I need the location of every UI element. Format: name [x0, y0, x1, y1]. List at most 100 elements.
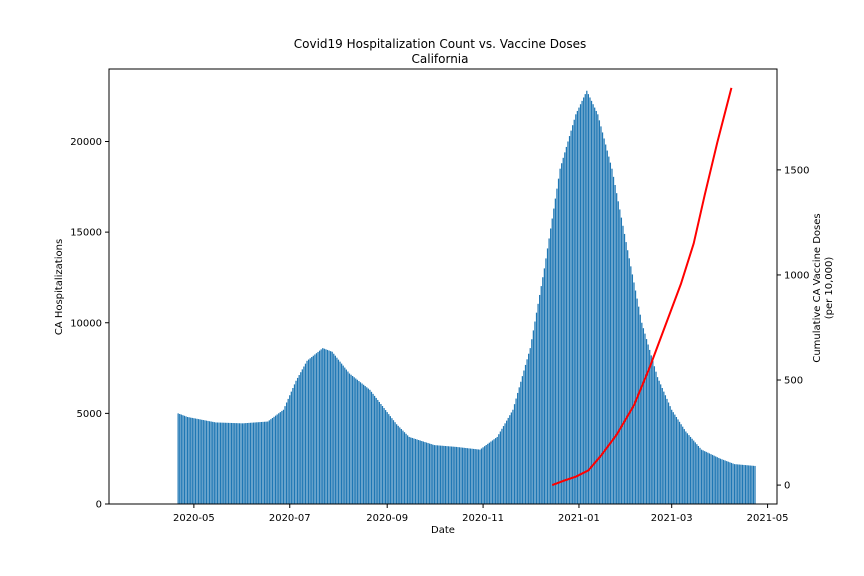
hospitalization-bar: [600, 126, 602, 505]
hospitalization-bar: [711, 454, 714, 504]
hospitalization-bar: [506, 420, 508, 505]
hospitalization-bar: [380, 403, 382, 504]
hospitalization-bar: [520, 381, 522, 504]
hospitalization-bar: [658, 380, 660, 504]
hospitalization-bar: [630, 266, 632, 504]
hospitalization-bar: [606, 150, 608, 504]
hospitalization-bar: [510, 412, 512, 504]
hospitalization-bar: [296, 377, 299, 504]
hospitalization-bar: [216, 422, 219, 504]
x-tick-label: 2021-01: [558, 513, 600, 524]
hospitalization-bar: [241, 423, 244, 504]
vaccine-line: [551, 87, 733, 487]
hospitalization-bar: [328, 350, 330, 504]
hospitalization-bar: [474, 449, 476, 504]
y2-axis-label-line1: Cumulative CA Vaccine Doses: [812, 213, 823, 362]
hospitalization-bar: [718, 457, 720, 504]
hospitalization-bar: [694, 442, 696, 505]
hospitalization-bar: [700, 449, 703, 505]
hospitalization-bar: [400, 429, 402, 504]
hospitalization-bar: [735, 464, 737, 504]
hospitalization-bar: [642, 328, 645, 504]
hospitalization-bar: [191, 417, 193, 504]
hospitalization-bar: [509, 415, 511, 504]
hospitalization-bar: [411, 437, 413, 504]
hospitalization-bar: [540, 286, 542, 504]
hospitalization-bar: [581, 100, 583, 504]
hospitalization-bar: [298, 375, 300, 504]
hospitalization-bar: [729, 462, 731, 504]
x-tick-label: 2020-07: [269, 513, 311, 524]
hospitalization-bar: [251, 422, 253, 504]
hospitalization-bar: [372, 393, 374, 504]
hospitalization-bar: [329, 351, 332, 504]
hospitalization-bar: [403, 432, 406, 504]
hospitalization-bar: [722, 459, 725, 504]
hospitalization-bar: [353, 377, 355, 504]
hospitalization-bar: [397, 425, 399, 504]
hospitalization-bar: [652, 360, 654, 504]
hospitalization-bar: [311, 357, 313, 504]
hospitalization-bar: [196, 418, 198, 504]
hospitalization-bar: [309, 358, 311, 504]
hospitalization-bar: [333, 353, 335, 504]
hospitalization-bar: [666, 398, 668, 505]
hospitalization-bar: [418, 440, 420, 504]
hospitalization-bar: [590, 100, 593, 504]
hospitalization-bar: [471, 448, 473, 504]
hospitalization-bar: [278, 413, 280, 504]
hospitalization-bar: [669, 406, 671, 505]
hospitalization-bar: [237, 423, 239, 504]
chart-title: Covid19 Hospitalization Count vs. Vaccin…: [294, 37, 586, 51]
hospitalization-bar: [661, 388, 663, 504]
hospitalization-bar: [257, 422, 259, 504]
hospitalization-bar: [407, 435, 409, 504]
hospitalization-bar: [385, 410, 387, 504]
hospitalization-bar: [553, 208, 555, 504]
hospitalization-bar: [548, 238, 550, 504]
hospitalization-bar: [716, 457, 718, 504]
hospitalization-bar: [529, 348, 531, 505]
hospitalization-bar: [680, 424, 682, 504]
hospitalization-bar: [531, 339, 533, 504]
hospitalization-bar: [355, 378, 357, 504]
hospitalization-bar: [295, 380, 297, 504]
hospitalization-bar: [383, 408, 385, 504]
hospitalization-bar: [356, 379, 358, 504]
hospitalization-bar: [410, 437, 412, 504]
hospitalization-bar: [300, 372, 302, 504]
hospitalization-bar: [284, 406, 286, 505]
hospitalization-bar: [435, 445, 437, 504]
hospitalization-bar: [194, 418, 197, 504]
hospitalization-bar: [443, 445, 445, 504]
y2-tick-label: 1500: [784, 165, 809, 176]
x-tick-label: 2021-05: [747, 513, 789, 524]
hospitalization-bar: [639, 314, 641, 504]
hospitalization-bar: [462, 447, 464, 504]
hospitalization-bar: [449, 446, 451, 504]
hospitalization-bar: [281, 410, 283, 504]
hospitalization-bar: [248, 422, 250, 504]
hospitalization-bar: [699, 447, 701, 504]
hospitalization-bar: [546, 248, 549, 504]
hospitalization-bar: [570, 130, 572, 505]
x-axis: 2020-05 2020-07 2020-09 2020-11 2021-01 2021-…: [173, 504, 788, 524]
hospitalization-bar: [249, 422, 252, 504]
hospitalization-bar: [608, 156, 610, 504]
hospitalization-bar: [392, 420, 395, 504]
hospitalization-bar: [487, 443, 489, 504]
hospitalization-bar: [320, 349, 322, 504]
x-tick-label: 2020-09: [366, 513, 408, 524]
hospitalization-bar: [370, 391, 373, 504]
hospitalization-bar: [524, 364, 527, 504]
hospitalization-bar: [208, 421, 211, 504]
hospitalization-bar: [351, 376, 354, 504]
hospitalization-bar: [469, 448, 472, 504]
y-axis-right: 0 500 1000 1500: [777, 165, 809, 492]
hospitalization-bar: [414, 438, 417, 504]
hospitalization-bar: [702, 450, 704, 504]
hospitalization-bar: [583, 97, 585, 504]
hospitalization-bar: [421, 441, 423, 504]
hospitalization-bar: [663, 391, 665, 505]
hospitalization-bar: [559, 168, 561, 504]
